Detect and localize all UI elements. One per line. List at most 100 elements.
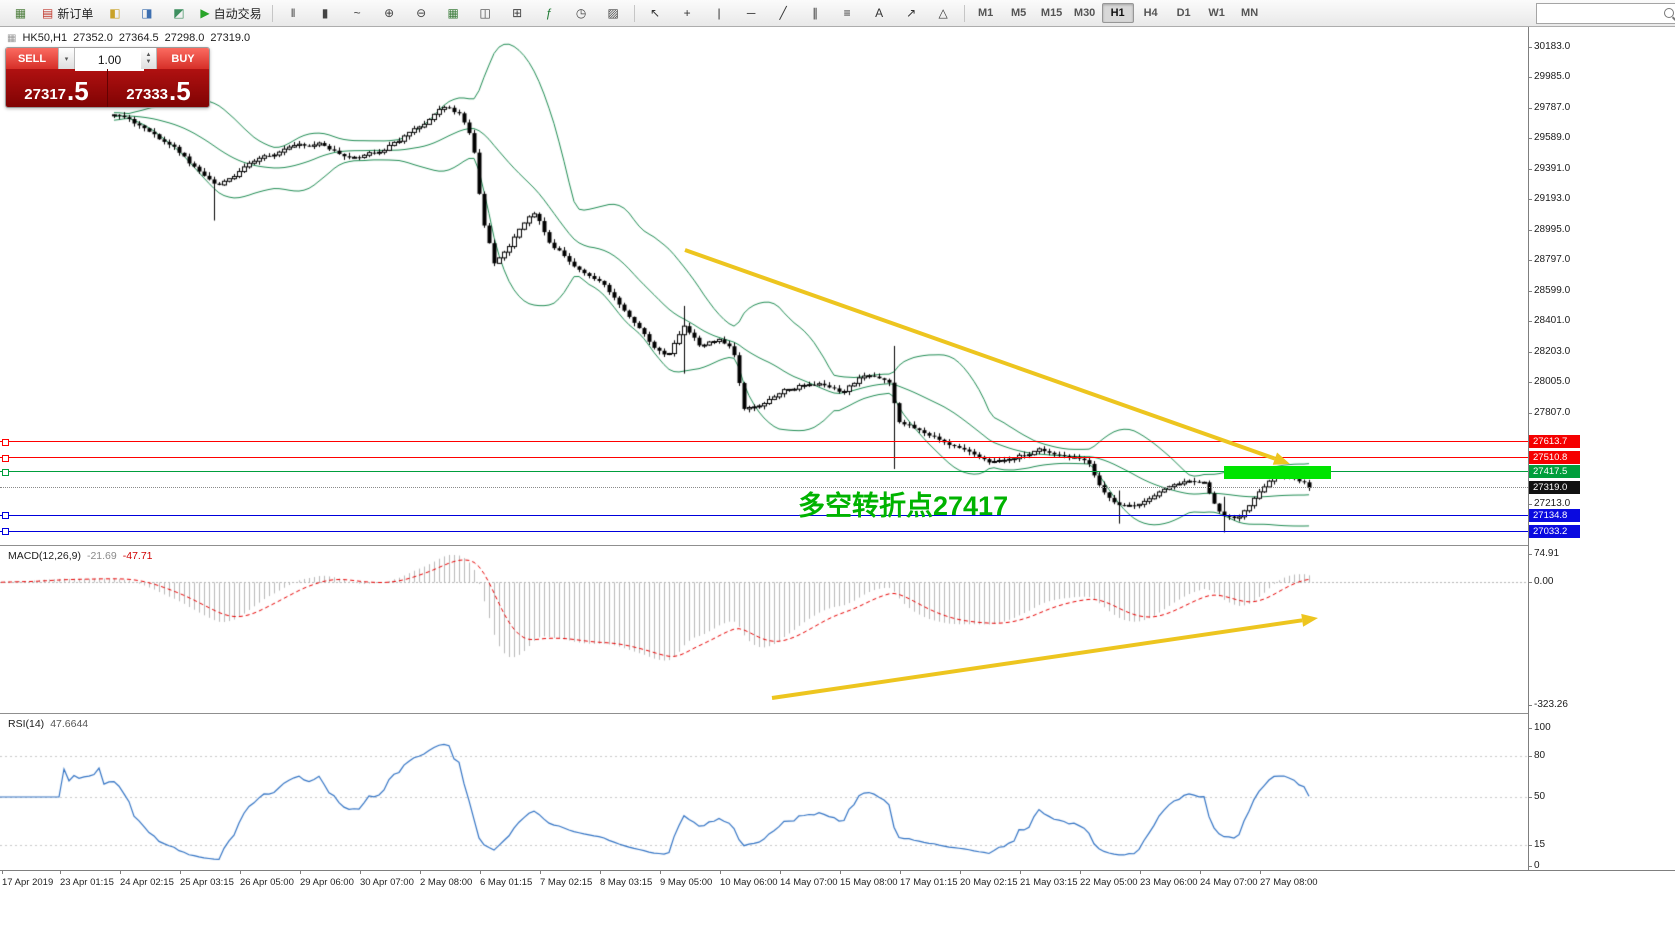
axis-label: 100 xyxy=(1528,722,1551,733)
timeframe-h1-button[interactable]: H1 xyxy=(1101,3,1134,23)
axis-label: 29787.0 xyxy=(1527,101,1571,113)
time-axis-label: 24 May 07:00 xyxy=(1200,877,1258,888)
ohlc-open: 27352.0 xyxy=(73,32,113,44)
tile-windows-icon: ◫ xyxy=(479,6,491,20)
horizontal-line-button[interactable]: ─ xyxy=(736,2,767,24)
sell-price[interactable]: 27317 .5 xyxy=(6,69,107,107)
ohlc-close: 27319.0 xyxy=(210,32,251,44)
rsi-label: RSI(14) 47.6644 xyxy=(8,718,88,730)
resistance-line-1-handle[interactable] xyxy=(2,438,9,446)
time-axis-label: 25 Apr 03:15 xyxy=(180,877,234,888)
support-line-2-handle[interactable] xyxy=(2,528,9,536)
support-line-1-badge: 27134.8 xyxy=(1529,508,1580,522)
cursor-button[interactable]: ↖ xyxy=(640,2,671,24)
indicators-button[interactable]: ƒ xyxy=(534,2,565,24)
oct-prices-row: 27317 .5 27333 .5 xyxy=(6,69,209,107)
search-input[interactable] xyxy=(1542,4,1659,22)
pivot-highlight-box[interactable] xyxy=(1224,466,1331,479)
axis-label: 28401.0 xyxy=(1527,315,1571,327)
fibonacci-button[interactable]: ≡ xyxy=(832,2,863,24)
time-axis-label: 17 May 01:15 xyxy=(900,877,958,888)
axis-label: 28005.0 xyxy=(1527,376,1571,388)
market-watch-button[interactable]: ◨ xyxy=(131,2,162,24)
new-chart-button[interactable]: ▦ xyxy=(5,2,36,24)
crosshair-button[interactable]: + xyxy=(672,2,703,24)
time-tick xyxy=(1080,871,1081,874)
time-tick xyxy=(900,871,901,874)
timeframe-mn-button[interactable]: MN xyxy=(1241,7,1259,19)
chart-window: 多空转折点27417 ▦ HK50,H1 27352.0 27364.5 272… xyxy=(0,26,1675,952)
search-icon[interactable] xyxy=(1664,8,1674,18)
support-line-2[interactable] xyxy=(0,530,1528,532)
timeframe-m5-button[interactable]: M5 xyxy=(1010,7,1027,19)
toolbar-right xyxy=(1536,2,1675,24)
depth-of-market-button[interactable]: ◧ xyxy=(99,2,130,24)
arrow-tool-button[interactable]: ↗ xyxy=(896,2,927,24)
rsi-indicator-canvas[interactable] xyxy=(0,714,1528,868)
cascade-windows-button[interactable]: ⊞ xyxy=(502,2,533,24)
support-line-1-handle[interactable] xyxy=(2,512,9,520)
sell-button[interactable]: SELL xyxy=(6,48,58,69)
time-axis-label: 9 May 05:00 xyxy=(660,877,713,888)
zoom-in-button[interactable]: ⊕ xyxy=(374,2,405,24)
volume-dropdown-button[interactable]: ▾ xyxy=(58,48,74,69)
axis-label: 27807.0 xyxy=(1527,406,1571,418)
templates-button[interactable]: ▨ xyxy=(598,2,629,24)
price-axis[interactable]: 30183.0 29985.0 29787.0 29589.0 29391.0 29193… xyxy=(1527,26,1675,871)
volume-input[interactable] xyxy=(75,48,144,71)
vertical-line-button[interactable]: | xyxy=(704,2,735,24)
time-tick xyxy=(1020,871,1021,874)
resistance-line-1-badge: 27613.7 xyxy=(1529,435,1580,449)
toolbar-group-panels: ◧ ◨ ◩ xyxy=(99,2,194,24)
toolbar-group-drawing-tools: ↖ + | ─ ╱ ∥ ≡ A ↗ △ xyxy=(640,2,959,24)
support-line-1[interactable] xyxy=(0,514,1528,516)
candlestick-button[interactable]: ▮ xyxy=(310,2,341,24)
bar-chart-icon: ‖ xyxy=(290,6,296,20)
shapes-button[interactable]: △ xyxy=(928,2,959,24)
timeframe-w1-button[interactable]: W1 xyxy=(1208,7,1225,19)
new-order-button[interactable]: ▤ 新订单 xyxy=(37,2,98,24)
macd-indicator-canvas[interactable] xyxy=(0,546,1528,711)
zoom-out-button[interactable]: ⊖ xyxy=(406,2,437,24)
channel-button[interactable]: ∥ xyxy=(800,2,831,24)
oct-controls-row: SELL ▾ ▲ ▼ BUY xyxy=(6,48,209,71)
navigator-button[interactable]: ◩ xyxy=(163,2,194,24)
auto-trading-button[interactable]: ▶ 自动交易 xyxy=(195,2,266,24)
trendline-button[interactable]: ╱ xyxy=(768,2,799,24)
volume-up-icon[interactable]: ▲ xyxy=(145,51,152,58)
time-tick xyxy=(540,871,541,874)
sell-price-main: 27317 xyxy=(24,86,67,103)
resistance-line-2-handle[interactable] xyxy=(2,454,9,462)
one-click-trading-panel: SELL ▾ ▲ ▼ BUY 27317 .5 27333 .5 xyxy=(5,47,210,108)
timeframe-d1-button[interactable]: D1 xyxy=(1176,7,1191,19)
bar-chart-button[interactable]: ‖ xyxy=(278,2,309,24)
panel-separator[interactable] xyxy=(0,545,1675,546)
volume-stepper[interactable]: ▲ ▼ xyxy=(141,48,157,69)
line-chart-button[interactable]: ~ xyxy=(342,2,373,24)
time-axis-label: 6 May 01:15 xyxy=(480,877,533,888)
buy-button[interactable]: BUY xyxy=(157,48,209,69)
time-axis[interactable]: 17 Apr 2019 23 Apr 01:15 24 Apr 02:15 25 Ap… xyxy=(0,870,1675,896)
axis-label: 0.00 xyxy=(1527,576,1554,588)
text-button[interactable]: A xyxy=(864,2,895,24)
timeframe-m15-button[interactable]: M15 xyxy=(1040,7,1063,19)
resistance-line-2[interactable] xyxy=(0,457,1528,459)
tile-windows-button[interactable]: ◫ xyxy=(470,2,501,24)
volume-down-icon[interactable]: ▼ xyxy=(145,58,152,65)
time-tick xyxy=(360,871,361,874)
timeframe-h4-button[interactable]: H4 xyxy=(1143,7,1158,19)
timeframe-m1-button[interactable]: M1 xyxy=(977,7,994,19)
panel-separator[interactable] xyxy=(0,713,1675,714)
chart-title: ▦ HK50,H1 27352.0 27364.5 27298.0 27319.… xyxy=(7,32,250,44)
toolbar-separator xyxy=(963,4,965,22)
pivot-line-handle[interactable] xyxy=(2,468,9,476)
pivot-line[interactable] xyxy=(0,471,1528,473)
grid-button[interactable]: ▦ xyxy=(438,2,469,24)
periods-button[interactable]: ◷ xyxy=(566,2,597,24)
channel-icon: ∥ xyxy=(812,6,819,20)
time-axis-label: 15 May 08:00 xyxy=(840,877,898,888)
timeframe-m30-button[interactable]: M30 xyxy=(1073,7,1096,19)
resistance-line-1[interactable] xyxy=(0,441,1528,443)
axis-label: 28995.0 xyxy=(1527,223,1571,235)
buy-price[interactable]: 27333 .5 xyxy=(108,69,209,107)
